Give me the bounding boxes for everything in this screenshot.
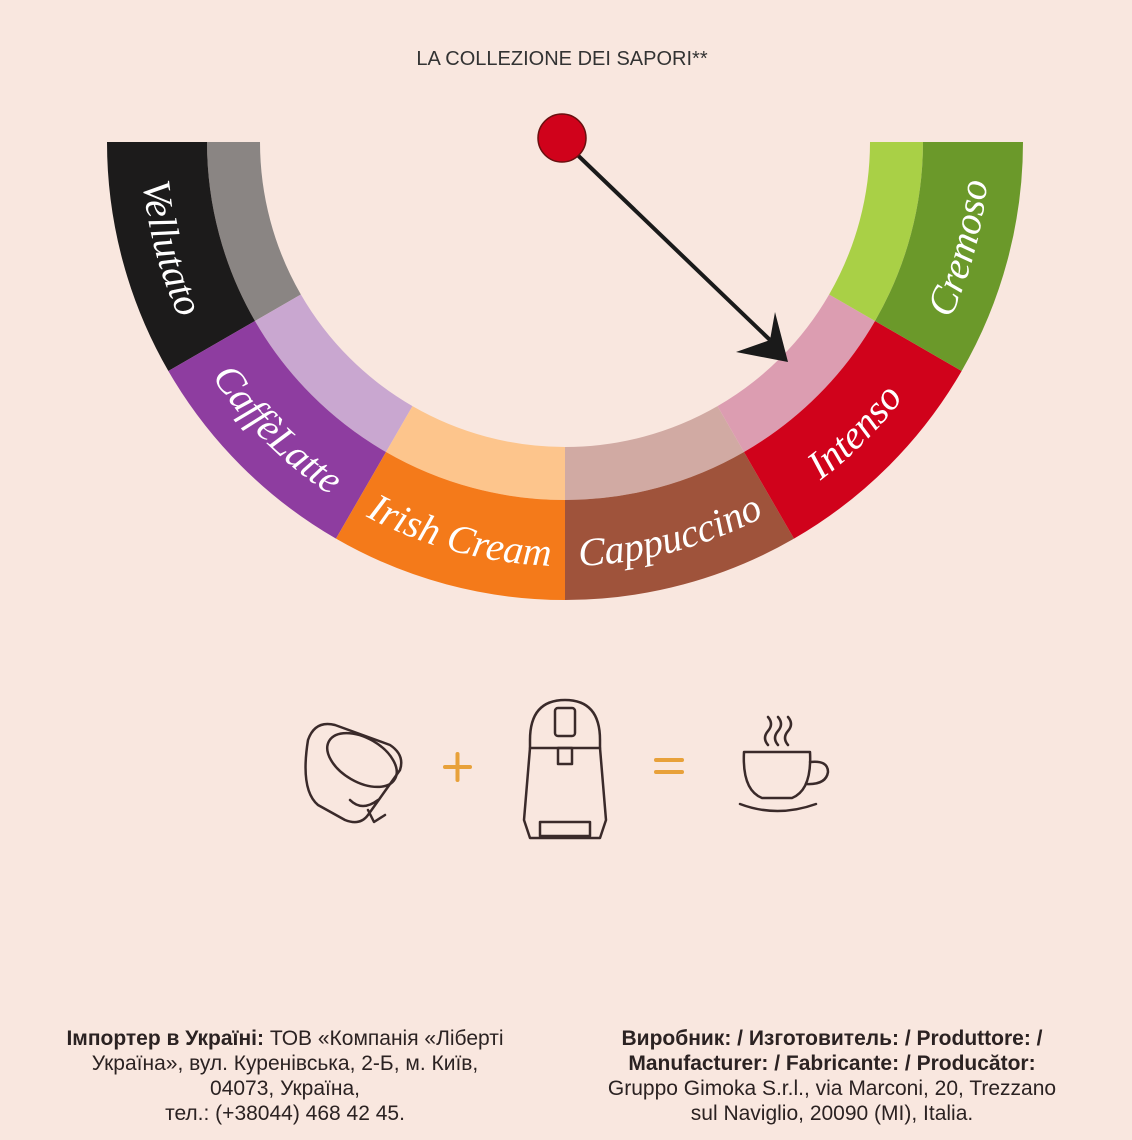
cup-icon bbox=[738, 715, 830, 813]
importer-label: Імпортер в Україні: bbox=[66, 1027, 264, 1050]
pointer bbox=[537, 113, 788, 362]
flavor-band-light bbox=[717, 294, 876, 453]
importer-text: тел.: (+38044) 468 42 45. bbox=[165, 1102, 405, 1125]
flavor-band bbox=[565, 452, 794, 600]
equals bbox=[654, 758, 684, 774]
flavor-band-light bbox=[829, 142, 923, 321]
capsule-icon bbox=[304, 722, 403, 824]
manufacturer-text: Gruppo Gimoka S.r.l., via Marconi, 20, T… bbox=[608, 1077, 1056, 1100]
machine-icon bbox=[522, 698, 608, 840]
flavor-band bbox=[875, 142, 1023, 371]
flavor-band-light bbox=[565, 406, 744, 500]
importer-line: Імпортер в Україні: ТОВ «Компанія «Лібер… bbox=[66, 1027, 503, 1050]
flavor-band bbox=[168, 321, 386, 539]
flavor-band-light bbox=[386, 406, 565, 500]
manufacturer-label: Manufacturer: / Fabricante: / Producător… bbox=[628, 1052, 1035, 1075]
flavor-band-light bbox=[254, 294, 413, 453]
importer-text: ТОВ «Компанія «Ліберті bbox=[270, 1027, 504, 1050]
pointer-line bbox=[562, 140, 772, 342]
plus bbox=[443, 752, 472, 782]
importer-text: 04073, Україна, bbox=[210, 1077, 360, 1100]
pointer-head bbox=[736, 312, 788, 362]
flavor-band bbox=[744, 321, 962, 539]
flavor-band bbox=[336, 452, 565, 600]
manufacturer-text: sul Naviglio, 20090 (MI), Italia. bbox=[691, 1102, 973, 1125]
manufacturer-label: Виробник: / Изготовитель: / Produttore: … bbox=[622, 1027, 1043, 1050]
flavor-band bbox=[107, 142, 255, 371]
title: LA COLLEZIONE DEI SAPORI** bbox=[416, 48, 707, 70]
pointer-knob bbox=[537, 113, 587, 163]
importer-text: Україна», вул. Куренівська, 2-Б, м. Київ… bbox=[92, 1052, 479, 1075]
flavor-band-light bbox=[207, 142, 301, 321]
